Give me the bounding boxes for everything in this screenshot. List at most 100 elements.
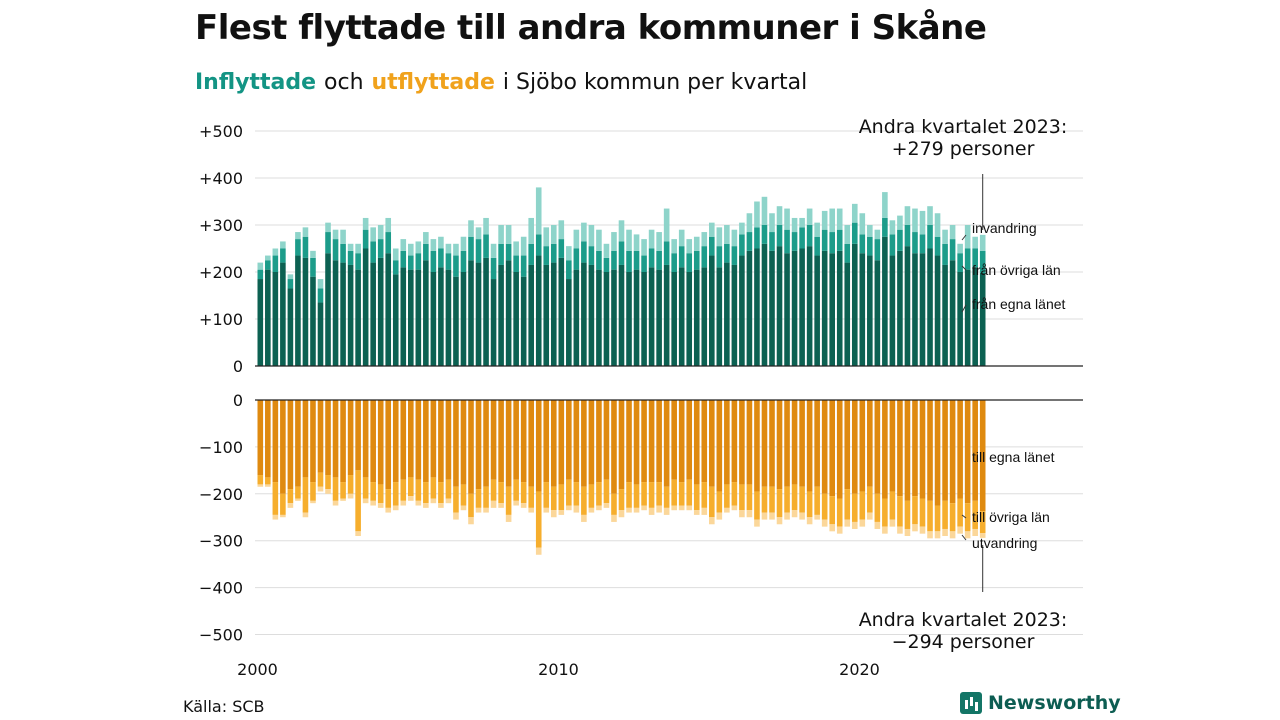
bar-out-1 [784,486,790,513]
bar-in-2 [633,234,640,251]
bar-in-0 [889,255,896,366]
bar-out-1 [302,477,309,513]
bar-in-2 [265,255,271,261]
bar-in-0 [550,262,557,366]
bar-out-2 [648,507,655,515]
bar-out-1 [550,486,557,511]
bar-in-2 [528,217,534,244]
bar-out-1 [754,491,760,520]
bar-in-1 [799,227,805,249]
bar-in-1 [385,232,392,254]
bar-out-2 [882,526,888,534]
bar-in-2 [912,208,918,233]
bar-in-0 [633,269,640,366]
series-label-in: från egna länet [972,296,1066,312]
bar-out-1 [377,484,384,504]
bar-out-0 [453,400,459,487]
bar-out-0 [829,400,835,497]
bar-out-0 [257,400,264,476]
bar-out-1 [814,486,820,515]
bar-out-2 [430,498,437,504]
chart-subtitle: Inflyttade och utflyttade i Sjöbo kommun pe… [195,70,815,95]
bar-in-1 [611,250,617,270]
series-label-in: från övriga län [972,262,1061,278]
bar-in-1 [942,243,948,265]
bar-out-2 [332,500,339,506]
bar-out-2 [287,503,294,508]
bar-in-2 [964,225,971,249]
bar-out-2 [550,510,557,518]
bar-out-2 [709,517,715,525]
x-tick-label: 2020 [839,660,880,679]
bar-out-2 [543,507,550,513]
bar-in-1 [859,234,866,254]
bar-in-1 [746,232,753,251]
bar-out-0 [535,400,542,492]
bar-out-2 [581,514,587,522]
bar-in-0 [716,267,723,366]
bar-in-1 [490,257,497,280]
bar-in-2 [460,236,467,251]
bar-out-1 [558,484,565,511]
bar-out-1 [453,486,459,513]
bar-in-1 [603,257,610,272]
bar-in-0 [603,272,610,366]
bar-out-0 [588,400,595,485]
bar-out-2 [874,521,881,529]
bar-out-0 [776,400,783,490]
bar-out-1 [385,489,392,508]
bar-in-2 [663,208,670,242]
bar-in-2 [520,236,527,256]
bar-in-2 [325,222,331,233]
bar-out-0 [302,400,309,478]
bar-in-2 [904,206,911,225]
bar-in-1 [633,250,640,270]
bar-out-2 [769,512,775,520]
bar-in-0 [310,276,316,366]
bar-out-0 [355,400,361,471]
bar-in-1 [550,243,557,263]
bar-out-1 [400,479,407,501]
bar-out-1 [475,489,482,508]
bar-in-0 [942,264,948,366]
bar-out-2 [791,510,798,518]
bar-out-2 [912,524,918,532]
bar-out-1 [430,477,437,499]
bar-out-1 [844,489,851,520]
bar-out-2 [633,507,640,513]
bar-in-0 [543,264,550,366]
bar-out-2 [423,503,429,508]
y-tick-label-out: −400 [199,579,243,598]
bar-out-0 [445,400,452,480]
bar-in-1 [566,260,572,280]
y-tick-label-out: −200 [199,485,243,504]
bar-out-0 [844,400,851,490]
bar-in-2 [370,227,376,242]
bar-in-1 [739,234,745,256]
bar-in-1 [257,269,264,280]
bar-in-0 [724,262,730,366]
bar-in-2 [445,243,452,254]
bar-in-0 [618,264,625,366]
bar-out-0 [377,400,384,485]
bar-in-0 [979,272,986,366]
bar-out-0 [693,400,700,485]
bar-in-2 [761,196,768,225]
bar-in-2 [317,279,324,289]
bar-in-0 [490,279,497,366]
bar-in-1 [979,250,986,273]
bar-out-1 [603,479,610,504]
bar-out-2 [754,519,760,527]
bar-out-1 [972,500,978,529]
bar-out-2 [776,517,783,525]
bar-in-1 [889,234,896,256]
bar-out-0 [550,400,557,487]
bar-in-0 [874,260,881,366]
bar-out-2 [257,484,264,487]
bar-in-1 [468,236,474,261]
bar-in-0 [460,272,467,366]
bar-in-1 [295,239,301,256]
bar-in-0 [272,272,279,366]
bar-out-0 [859,400,866,492]
bar-in-1 [280,248,286,263]
